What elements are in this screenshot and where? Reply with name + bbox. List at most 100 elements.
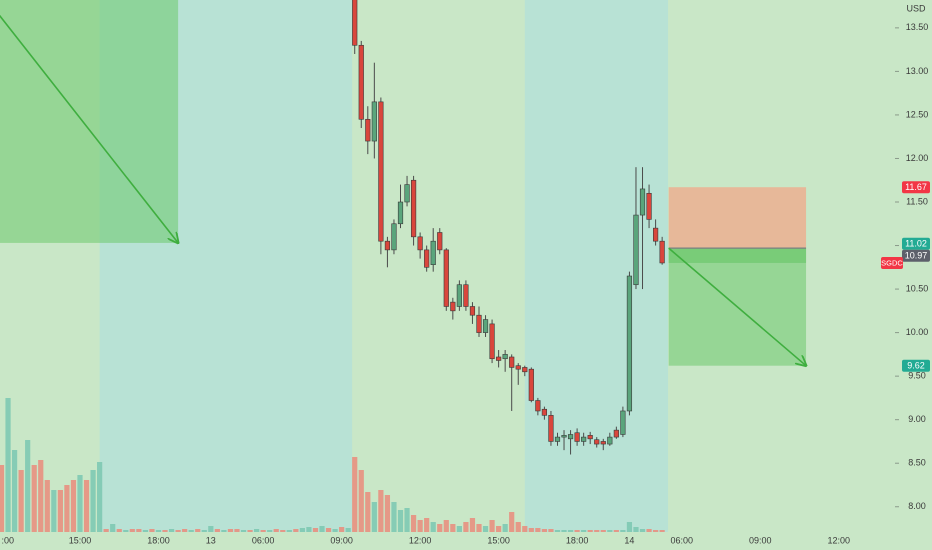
volume-bar <box>541 529 548 532</box>
x-tick-label: 09:00 <box>749 535 772 545</box>
volume-bar <box>286 530 292 532</box>
volume-bar <box>195 529 201 532</box>
candle-body <box>456 284 462 307</box>
volume-bar <box>240 530 247 532</box>
volume-bar <box>70 480 77 532</box>
x-tick-label: :00 <box>2 535 15 545</box>
candle-body <box>600 441 606 445</box>
volume-bar <box>155 530 162 532</box>
volume-bar <box>182 529 188 532</box>
y-tick-label: 8.50 <box>908 458 926 468</box>
volume-bar <box>384 495 391 532</box>
x-tick-label: 18:00 <box>147 535 170 545</box>
x-tick-label: 06:00 <box>252 535 275 545</box>
candle-body <box>404 184 410 203</box>
volume-bar <box>149 529 155 532</box>
volume-bar <box>116 529 122 532</box>
candle-body <box>554 436 561 442</box>
candle-body <box>352 0 358 46</box>
volume-bar <box>339 527 345 532</box>
candle-body <box>509 356 515 368</box>
candle-body <box>528 368 534 401</box>
volume-bar <box>410 515 417 532</box>
volume-bar <box>463 522 469 532</box>
volume-bar <box>175 530 181 532</box>
candle-body <box>659 240 665 264</box>
candle-body <box>384 240 391 251</box>
volume-bar <box>600 530 606 532</box>
trade-arrow <box>668 247 806 366</box>
candle-body <box>391 223 397 251</box>
x-tick-label: 15:00 <box>69 535 92 545</box>
x-tick-label: 13 <box>206 535 216 545</box>
volume-bar <box>620 530 626 532</box>
x-tick-label: 14 <box>624 535 634 545</box>
volume-bar <box>489 520 495 532</box>
candle-body <box>450 301 456 312</box>
volume-bar <box>25 440 31 532</box>
volume-bar <box>613 530 619 532</box>
volume-bar <box>502 524 508 532</box>
x-tick-label: 09:00 <box>330 535 353 545</box>
volume-bar <box>535 528 541 532</box>
volume-bar <box>522 526 528 532</box>
candle-body <box>463 284 469 307</box>
price-label: 11.02 <box>905 239 927 249</box>
volume-bar <box>653 530 659 532</box>
volume-bar <box>430 522 436 532</box>
volume-bar <box>123 530 129 532</box>
price-label: 10.97 <box>905 251 928 261</box>
volume-bar <box>0 465 5 532</box>
currency-label: USD <box>906 3 926 13</box>
candle-body <box>417 236 423 251</box>
volume-bar <box>456 526 462 532</box>
volume-bar <box>332 529 338 532</box>
candle-body <box>365 118 371 142</box>
trade-arrow <box>0 14 178 243</box>
candle-body <box>613 429 619 438</box>
volume-bar <box>319 526 325 532</box>
extended-hours-band <box>524 0 669 532</box>
volume-bar <box>142 530 149 532</box>
volume-bar <box>64 485 70 532</box>
candle-body <box>410 179 417 238</box>
price-label: 9.62 <box>907 361 925 371</box>
volume-bar <box>260 530 266 532</box>
volume-bar <box>214 529 220 532</box>
y-tick-label: 8.00 <box>908 501 926 511</box>
volume-bar <box>482 526 489 532</box>
volume-bar <box>129 529 135 532</box>
price-label: 11.67 <box>905 182 927 192</box>
candle-body <box>430 240 436 265</box>
volume-bar <box>469 518 476 532</box>
volume-bar <box>234 529 240 532</box>
x-tick-label: 06:00 <box>670 535 693 545</box>
candle-body <box>496 356 502 361</box>
volume-bar <box>561 530 567 532</box>
volume-bar <box>450 524 456 532</box>
candle-body <box>358 44 364 120</box>
volume-bar <box>51 490 57 532</box>
target-zone <box>0 0 179 243</box>
y-tick-label: 10.00 <box>906 327 929 337</box>
candle-body <box>469 306 476 316</box>
volume-bar <box>626 522 633 532</box>
stop-zone <box>668 187 807 249</box>
volume-bar <box>437 524 443 532</box>
x-tick-label: 12:00 <box>409 535 432 545</box>
volume-bar <box>391 502 397 532</box>
symbol-tag-box <box>881 256 903 269</box>
volume-bar <box>31 465 37 532</box>
volume-bar <box>293 529 299 532</box>
volume-bar <box>168 529 175 532</box>
candle-body <box>574 432 580 442</box>
volume-bar <box>227 529 234 532</box>
y-tick-label: 12.50 <box>906 109 929 119</box>
volume-bar <box>267 530 273 532</box>
volume-bar <box>136 529 142 532</box>
volume-bar <box>554 530 561 532</box>
volume-bar <box>97 462 103 532</box>
volume-bar <box>548 529 554 532</box>
volume-bar <box>345 528 351 532</box>
